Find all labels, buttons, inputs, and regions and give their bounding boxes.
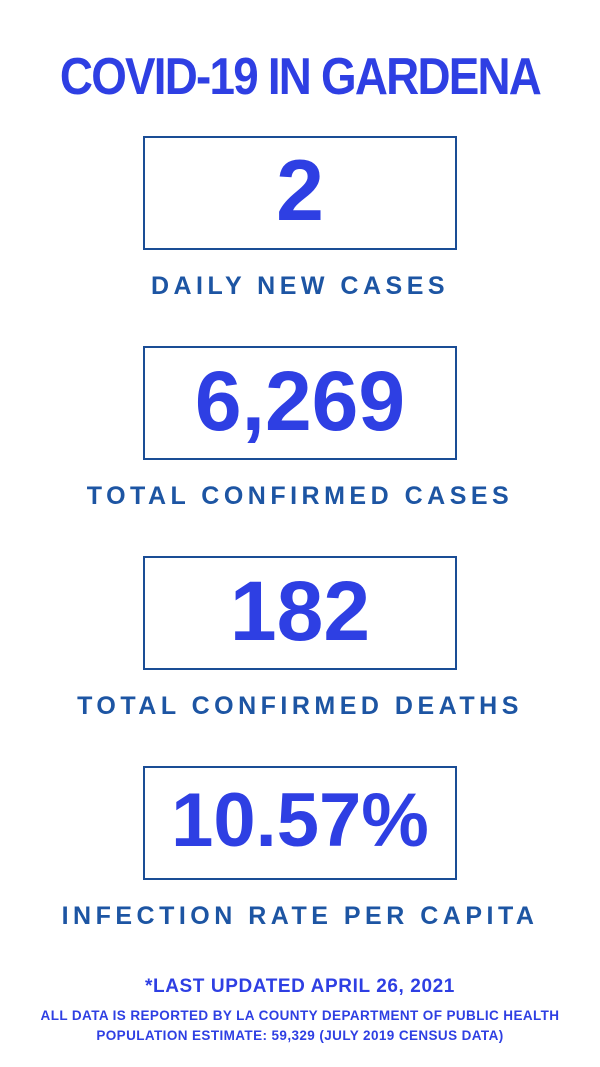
stat-box-infection-rate: 10.57% [143, 766, 457, 880]
footer-population-estimate: POPULATION ESTIMATE: 59,329 (JULY 2019 C… [96, 1028, 504, 1043]
stat-daily-new-cases: 2 DAILY NEW CASES [0, 136, 600, 300]
footer-last-updated: *LAST UPDATED APRIL 26, 2021 [145, 976, 455, 997]
footer: *LAST UPDATED APRIL 26, 2021 ALL DATA IS… [0, 976, 600, 1046]
stat-infection-rate: 10.57% INFECTION RATE PER CAPITA [0, 766, 600, 930]
stat-total-confirmed-cases: 6,269 TOTAL CONFIRMED CASES [0, 346, 600, 510]
stat-value-daily-new-cases: 2 [276, 143, 324, 239]
stat-label-total-confirmed-deaths: TOTAL CONFIRMED DEATHS [77, 692, 523, 720]
stat-value-infection-rate: 10.57% [171, 778, 429, 863]
stat-box-total-confirmed-cases: 6,269 [143, 346, 457, 460]
page-title: COVID-19 IN GARDENA [59, 48, 542, 106]
stat-box-total-confirmed-deaths: 182 [143, 556, 457, 670]
stat-total-confirmed-deaths: 182 TOTAL CONFIRMED DEATHS [0, 556, 600, 720]
footer-data-source: ALL DATA IS REPORTED BY LA COUNTY DEPART… [40, 1008, 560, 1023]
stat-label-total-confirmed-cases: TOTAL CONFIRMED CASES [86, 482, 514, 510]
stat-box-daily-new-cases: 2 [143, 136, 457, 250]
stat-label-infection-rate: INFECTION RATE PER CAPITA [61, 902, 539, 930]
stat-value-total-confirmed-cases: 6,269 [194, 354, 406, 448]
stat-value-total-confirmed-deaths: 182 [229, 564, 371, 658]
stat-label-daily-new-cases: DAILY NEW CASES [150, 272, 450, 300]
